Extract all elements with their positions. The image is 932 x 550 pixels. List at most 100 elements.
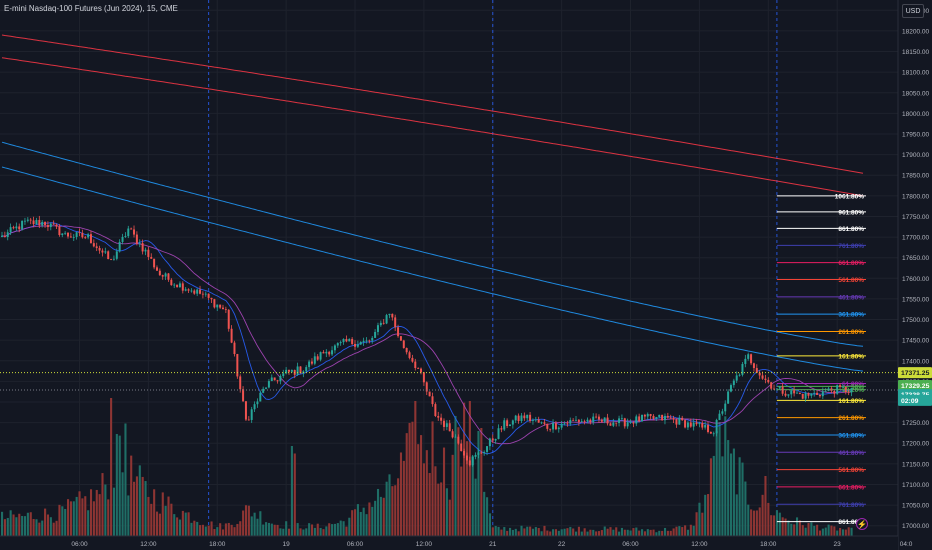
candle-body <box>781 386 784 394</box>
candle-body <box>646 414 649 417</box>
price-tick-label: 18100.00 <box>902 70 929 77</box>
volume-bar <box>663 527 667 536</box>
candle-body <box>669 417 672 419</box>
volume-bar <box>672 528 675 536</box>
price-tick-label: 17650.00 <box>902 255 929 262</box>
symbol-title[interactable]: E-mini Nasdaq-100 Futures (Jun 2024), 15… <box>4 4 178 13</box>
lightning-icon[interactable]: ⚡ <box>856 518 868 530</box>
volume-bar <box>322 529 325 536</box>
fibonacci-extension[interactable]: 1061.80% 961.80% 861.80% 761.80% 661.80% 561.… <box>776 193 866 526</box>
volume-bar <box>153 489 156 536</box>
candle-body <box>477 452 480 455</box>
candle-body <box>107 251 110 260</box>
candle-body <box>747 354 750 359</box>
volume-bar <box>213 529 216 536</box>
volume-bar <box>727 440 730 536</box>
volume-bar <box>23 516 27 536</box>
candle-body <box>141 243 144 252</box>
candle-body <box>310 361 313 364</box>
volume-bar <box>362 507 365 536</box>
candle-body <box>110 259 113 260</box>
volume-bar <box>793 524 796 536</box>
candle-body <box>428 391 431 397</box>
currency-button[interactable]: USD <box>902 4 924 18</box>
volume-bar <box>270 523 273 536</box>
candle-body <box>618 418 621 424</box>
volume-bar <box>707 494 710 536</box>
candle-body <box>795 392 798 394</box>
candle-body <box>411 357 414 362</box>
volume-bar <box>371 506 374 536</box>
volume-bar <box>761 494 764 536</box>
candle-body <box>127 228 130 237</box>
candle-body <box>457 436 460 444</box>
volume-bar <box>632 528 635 536</box>
time-tick-label: 18:00 <box>209 541 226 548</box>
volume-bar <box>638 530 641 536</box>
volume-bar <box>164 505 167 536</box>
candle-body <box>511 420 514 425</box>
time-tick-label: 06:00 <box>622 541 639 548</box>
candle-body <box>38 219 41 226</box>
price-tick-label: 18050.00 <box>902 90 929 97</box>
candle-body <box>167 273 170 280</box>
candle-body <box>176 284 179 287</box>
candle-body <box>500 428 503 430</box>
price-label-text: 02:09 <box>901 398 919 405</box>
candle-body <box>850 388 853 393</box>
volume-bar <box>795 517 799 536</box>
candle-body <box>130 228 133 230</box>
candle-body <box>735 375 738 381</box>
candle-body <box>775 388 778 390</box>
candle-body <box>778 386 781 389</box>
candle-body <box>161 275 164 277</box>
fib-level-label: 261.80% <box>838 415 864 422</box>
candle-body <box>486 446 489 452</box>
fib-level-label: 561.80% <box>838 277 864 284</box>
moving-average-line <box>1 34 864 174</box>
candle-body <box>345 338 348 342</box>
volume-bar <box>666 530 669 536</box>
volume-bar <box>38 522 41 536</box>
candle-body <box>603 417 606 422</box>
candle-body <box>144 249 147 252</box>
volume-bar <box>365 514 368 536</box>
volume-bar <box>253 512 256 536</box>
candle-body <box>155 267 158 271</box>
volume-bar <box>52 522 55 536</box>
volume-bar <box>833 526 836 536</box>
time-axis[interactable]: 06:00 12:00 18:00 19 06:00 12:00 21 22 06:00 12:0… <box>0 535 913 550</box>
volume-bar <box>193 520 196 536</box>
volume-bar <box>468 401 471 536</box>
volume-bar <box>474 478 477 536</box>
candle-body <box>328 351 331 355</box>
candle-body <box>750 354 753 364</box>
candle-body <box>368 340 371 342</box>
volume-bar <box>503 527 506 536</box>
candle-body <box>29 219 32 221</box>
volume-bar <box>773 515 776 536</box>
candle-body <box>712 433 715 435</box>
price-axis[interactable]: 17000.00 17050.00 17100.00 17150.00 17200.00… <box>897 0 932 550</box>
volume-bar <box>471 455 474 536</box>
volume-bar <box>190 522 193 536</box>
volume-bar <box>6 517 9 536</box>
session-separators <box>208 0 778 536</box>
volume-bar <box>827 524 830 536</box>
volume-bar <box>483 491 486 536</box>
volume-bar <box>847 527 850 536</box>
candle-body <box>790 390 793 395</box>
volume-bar <box>133 481 136 536</box>
volume-bar <box>46 514 50 536</box>
volume-bar <box>359 511 362 536</box>
candle-body <box>454 436 457 438</box>
candle-body <box>92 243 95 247</box>
candle-body <box>98 248 101 251</box>
candle-body <box>282 373 285 377</box>
volume-bar <box>276 524 279 536</box>
candle-body <box>592 416 595 423</box>
volume-bar <box>457 427 460 536</box>
